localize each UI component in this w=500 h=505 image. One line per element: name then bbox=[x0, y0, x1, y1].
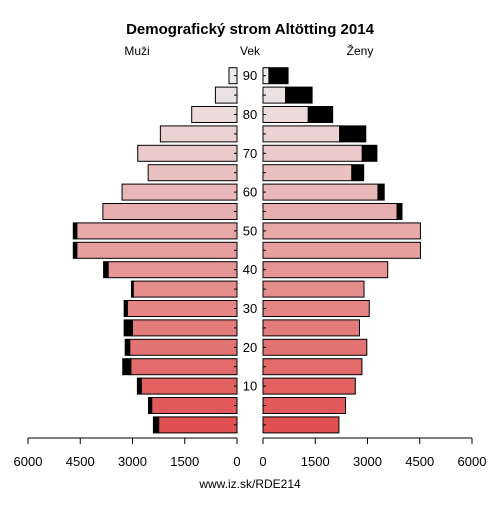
age-tick-label: 60 bbox=[243, 185, 257, 200]
chart-title: Demografický strom Altötting 2014 bbox=[126, 21, 374, 38]
male-bar bbox=[107, 261, 238, 279]
x-tick-label: 0 bbox=[259, 454, 266, 469]
male-surplus-bar bbox=[152, 416, 160, 434]
female-bar bbox=[262, 397, 347, 414]
female-bar bbox=[262, 241, 421, 259]
female-bar bbox=[262, 338, 368, 356]
male-surplus-bar bbox=[122, 358, 132, 376]
male-bar bbox=[121, 183, 238, 201]
age-axis: 90 80 70 60 50 40 30 20 10 bbox=[234, 68, 266, 426]
age-tick-label: 90 bbox=[243, 68, 257, 83]
age-tick-label: 50 bbox=[243, 223, 257, 238]
female-surplus-bar bbox=[285, 86, 313, 104]
x-axis-left: 6000 4500 3000 1500 0 bbox=[14, 437, 241, 469]
male-surplus-bar bbox=[130, 280, 134, 298]
female-surplus-bar bbox=[268, 67, 289, 85]
x-tick-label: 3000 bbox=[353, 454, 382, 469]
male-bar bbox=[140, 377, 238, 395]
male-bar bbox=[126, 300, 238, 317]
male-bar bbox=[129, 338, 238, 356]
female-bar bbox=[262, 86, 287, 104]
age-tick-label: 40 bbox=[243, 262, 257, 277]
female-surplus-bar bbox=[351, 164, 365, 182]
x-axis-right: 0 1500 3000 4500 6000 bbox=[259, 437, 487, 469]
x-tick-label: 4500 bbox=[66, 454, 95, 469]
source-footer: www.iz.sk/RDE214 bbox=[198, 477, 301, 491]
male-bar bbox=[132, 319, 238, 337]
x-tick-label: 0 bbox=[233, 454, 240, 469]
male-bar bbox=[132, 280, 238, 298]
female-bar bbox=[262, 144, 363, 162]
male-bar bbox=[76, 241, 238, 259]
age-tick-label: 70 bbox=[243, 146, 257, 161]
female-bars bbox=[262, 67, 421, 434]
female-surplus-bar bbox=[377, 183, 385, 201]
male-surplus-bar bbox=[148, 397, 153, 414]
female-bar bbox=[262, 125, 341, 143]
x-tick-label: 6000 bbox=[458, 454, 487, 469]
female-surplus-bar bbox=[361, 144, 378, 162]
female-bar bbox=[262, 203, 398, 220]
age-header: Vek bbox=[240, 44, 261, 58]
female-bar bbox=[262, 261, 389, 279]
female-bar bbox=[262, 358, 363, 376]
female-bar bbox=[262, 280, 365, 298]
male-bar bbox=[191, 106, 238, 123]
male-bar bbox=[159, 125, 238, 143]
male-bar bbox=[158, 416, 238, 434]
male-bar bbox=[102, 203, 238, 220]
female-surplus-bar bbox=[339, 125, 367, 143]
age-tick-label: 10 bbox=[243, 379, 257, 394]
female-surplus-bar bbox=[307, 106, 334, 123]
female-bar bbox=[262, 416, 340, 434]
x-tick-label: 6000 bbox=[14, 454, 43, 469]
male-bar bbox=[130, 358, 238, 376]
female-bar bbox=[262, 319, 360, 337]
male-bars bbox=[72, 67, 238, 434]
male-surplus-bar bbox=[103, 261, 109, 279]
female-bar bbox=[262, 377, 356, 395]
male-bar bbox=[76, 222, 238, 240]
x-tick-label: 4500 bbox=[405, 454, 434, 469]
male-bar bbox=[137, 144, 238, 162]
female-surplus-bar bbox=[396, 203, 403, 220]
female-bar bbox=[262, 164, 353, 182]
male-header: Muži bbox=[124, 44, 149, 58]
x-tick-label: 1500 bbox=[170, 454, 199, 469]
male-surplus-bar bbox=[72, 241, 78, 259]
female-bar bbox=[262, 300, 370, 317]
male-bar bbox=[214, 86, 238, 104]
male-bar bbox=[147, 164, 238, 182]
female-bar bbox=[262, 222, 421, 240]
male-surplus-bar bbox=[123, 319, 133, 337]
age-tick-label: 30 bbox=[243, 301, 257, 316]
male-surplus-bar bbox=[136, 377, 142, 395]
female-bar bbox=[262, 106, 309, 123]
female-header: Ženy bbox=[347, 43, 374, 58]
male-bar bbox=[151, 397, 238, 414]
male-surplus-bar bbox=[72, 222, 78, 240]
x-tick-label: 3000 bbox=[118, 454, 147, 469]
male-surplus-bar bbox=[124, 338, 131, 356]
age-tick-label: 80 bbox=[243, 107, 257, 122]
female-bar bbox=[262, 183, 379, 201]
age-tick-label: 20 bbox=[243, 340, 257, 355]
male-surplus-bar bbox=[123, 300, 128, 317]
x-tick-label: 1500 bbox=[301, 454, 330, 469]
